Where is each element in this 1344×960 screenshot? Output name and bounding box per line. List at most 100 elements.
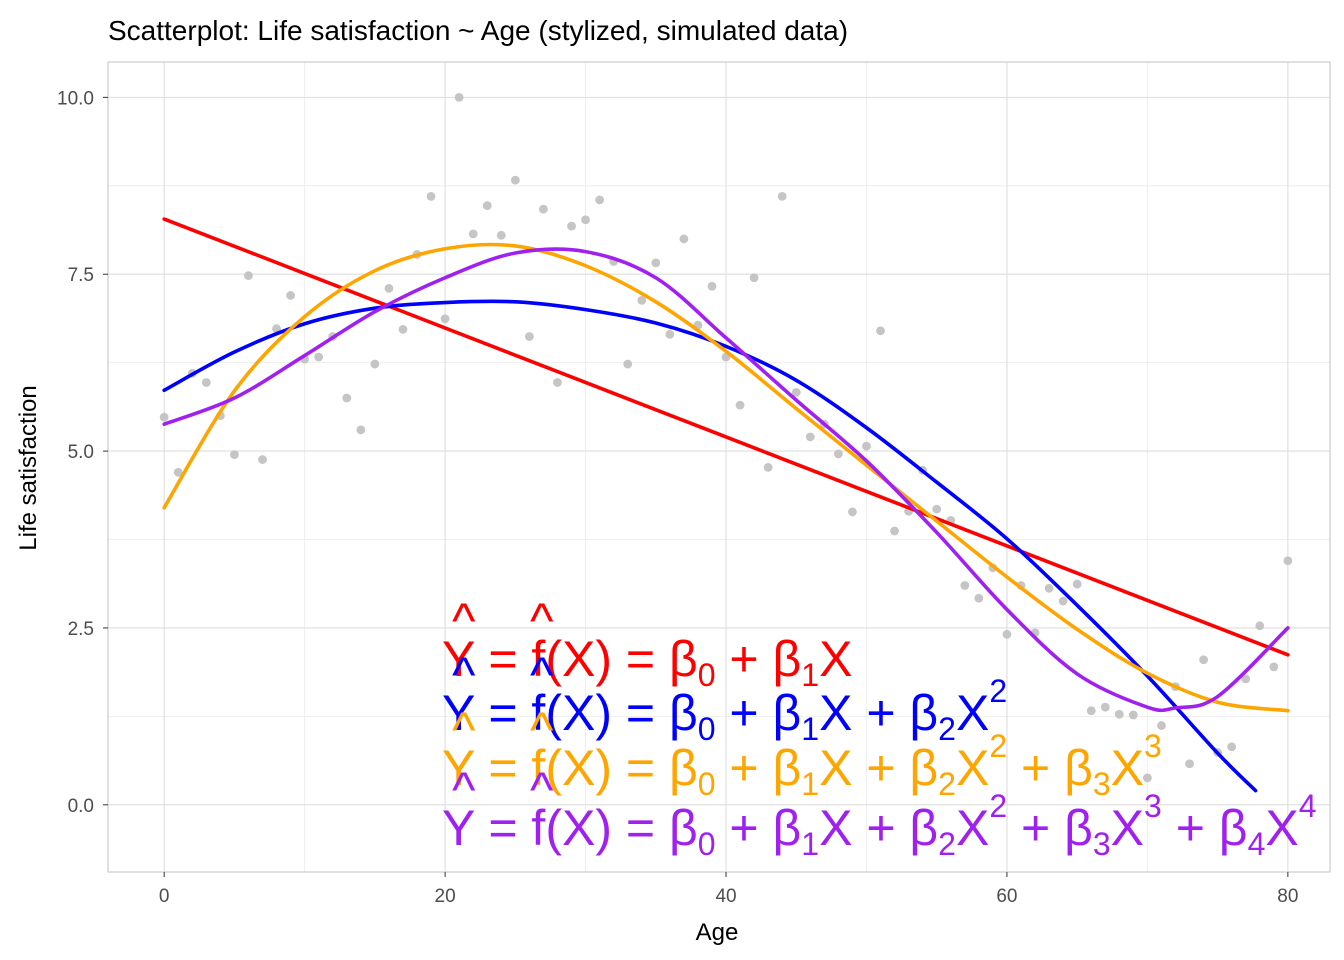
- data-point: [553, 378, 562, 387]
- data-point: [510, 175, 520, 185]
- data-point: [567, 221, 576, 231]
- data-point: [1199, 655, 1208, 665]
- data-point: [581, 215, 590, 225]
- data-point: [862, 441, 871, 451]
- formula-part: X: [956, 685, 989, 741]
- data-point: [398, 325, 408, 334]
- x-tick-label: 40: [715, 886, 736, 907]
- data-point: [876, 326, 885, 336]
- formula-part: 1: [801, 657, 819, 693]
- data-point: [524, 332, 534, 341]
- formula-part: 4: [1299, 788, 1317, 824]
- x-tick-label: 0: [159, 886, 170, 907]
- hat-symbol: ^: [530, 762, 554, 818]
- data-point: [356, 425, 366, 435]
- x-axis-title: Age: [696, 919, 739, 946]
- fit-lines-layer: [162, 217, 1290, 793]
- data-point: [595, 195, 605, 205]
- data-point: [440, 314, 450, 324]
- formula-part: 3: [1144, 788, 1162, 824]
- y-axis: 0.0 2.5 5.0 7.5 10.0: [57, 88, 108, 817]
- formula-part: Y = f: [442, 631, 545, 687]
- plot-panel: Y = f(X) = β0 + β1X^ ^Y = f(X) = β0 + β1X…: [107, 61, 1331, 873]
- formula-part: + β: [1007, 740, 1093, 796]
- formula-text: Y = f(X) = β0 + β1X + β2X2: [442, 673, 1007, 747]
- data-point: [258, 455, 267, 464]
- formula-text: Y = f(X) = β0 + β1X: [442, 631, 852, 693]
- formula-part: Y = f: [442, 685, 545, 741]
- data-point: [665, 329, 675, 339]
- y-tick-label: 7.5: [68, 265, 94, 286]
- data-point: [159, 412, 169, 422]
- formula-part: 3: [1144, 728, 1162, 764]
- y-tick-label: 2.5: [68, 619, 94, 640]
- data-point: [1002, 629, 1012, 639]
- data-point: [1255, 621, 1265, 631]
- data-point: [637, 296, 647, 305]
- data-point: [1185, 759, 1194, 769]
- data-point: [370, 359, 380, 369]
- data-point: [1157, 721, 1166, 730]
- x-tick-label: 20: [435, 886, 456, 907]
- data-point: [1143, 773, 1152, 783]
- formula-part: (X) = β: [545, 740, 697, 796]
- x-axis: 0 20 40 60 80: [159, 872, 1298, 907]
- formula-part: X: [1111, 800, 1144, 856]
- formula-text: Y = f(X) = β0 + β1X + β2X2 + β3X3 + β4X4: [442, 788, 1317, 862]
- formula-part: X: [956, 740, 989, 796]
- y-tick-label: 5.0: [68, 442, 94, 463]
- formula-part: 2: [989, 673, 1007, 709]
- hat-symbol: ^: [530, 593, 554, 649]
- data-point: [651, 258, 661, 268]
- data-point: [1114, 709, 1124, 719]
- data-point: [539, 204, 548, 214]
- chart-title: Scatterplot: Life satisfaction ~ Age (st…: [108, 15, 848, 46]
- hat-symbol: ^: [452, 702, 476, 758]
- hat-symbol: ^: [452, 593, 476, 649]
- formula-1: Y = f(X) = β0 + β1X^ ^: [442, 593, 852, 693]
- formula-3: Y = f(X) = β0 + β1X + β2X2 + β3X3^ ^: [442, 702, 1162, 802]
- data-point: [777, 192, 787, 201]
- y-tick-label: 10.0: [57, 88, 94, 109]
- formula-part: 3: [1093, 826, 1111, 862]
- data-point: [679, 234, 689, 244]
- data-point: [201, 378, 211, 387]
- formula-part: 0: [698, 766, 716, 802]
- formula-part: (X) = β: [545, 685, 697, 741]
- data-point: [342, 393, 352, 403]
- formula-annotations: Y = f(X) = β0 + β1X^ ^Y = f(X) = β0 + β1X…: [442, 593, 1317, 862]
- data-point: [1072, 579, 1082, 589]
- formula-part: + β: [1162, 800, 1248, 856]
- data-point: [286, 291, 295, 300]
- formula-part: 1: [801, 711, 819, 747]
- data-point: [1128, 710, 1138, 720]
- formula-part: X: [819, 631, 852, 687]
- data-point: [384, 283, 394, 293]
- formula-part: X: [956, 800, 989, 856]
- data-point: [749, 273, 759, 283]
- formula-part: X + β: [819, 800, 938, 856]
- formula-4: Y = f(X) = β0 + β1X + β2X2 + β3X3 + β4X4…: [442, 762, 1317, 862]
- formula-part: X: [1111, 740, 1144, 796]
- formula-part: (X) = β: [545, 631, 697, 687]
- y-tick-label: 0.0: [68, 796, 94, 817]
- data-point: [623, 359, 633, 369]
- formula-part: Y = f: [442, 740, 545, 796]
- data-point: [932, 504, 942, 514]
- grid: [108, 62, 1330, 872]
- data-point: [244, 271, 253, 281]
- formula-part: 4: [1248, 826, 1266, 862]
- panel-border: [107, 61, 1331, 873]
- x-tick-label: 80: [1277, 886, 1298, 907]
- formula-part: 1: [801, 826, 819, 862]
- formula-part: + β: [716, 800, 802, 856]
- data-point: [1058, 596, 1068, 606]
- formula-part: + β: [1007, 800, 1093, 856]
- data-point: [426, 192, 436, 201]
- formula-part: 0: [698, 711, 716, 747]
- data-point: [173, 467, 183, 477]
- data-point: [833, 449, 843, 459]
- formula-part: (X) = β: [545, 800, 697, 856]
- formula-part: 0: [698, 826, 716, 862]
